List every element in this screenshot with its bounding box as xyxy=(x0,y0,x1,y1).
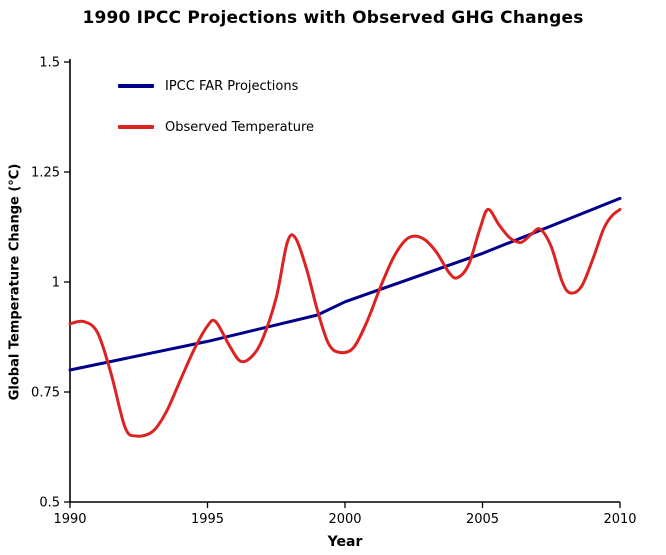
series-line-observed-temperature xyxy=(68,207,622,438)
legend-line-swatch-red xyxy=(118,125,154,129)
x-tick-label: 2005 xyxy=(466,512,499,527)
x-tick-label: 2000 xyxy=(328,512,361,527)
x-axis-label: Year xyxy=(327,534,363,550)
chart-title: 1990 IPCC Projections with Observed GHG … xyxy=(82,8,584,28)
x-tick-label: 1995 xyxy=(191,512,224,527)
legend-item-ipcc-projections: IPCC FAR Projections xyxy=(118,76,314,96)
y-tick-label: 1 xyxy=(52,276,60,291)
legend-label-ipcc-projections: IPCC FAR Projections xyxy=(165,78,299,94)
series-line-ipcc-projections xyxy=(68,196,622,372)
legend-item-observed-temperature: Observed Temperature xyxy=(118,117,314,137)
y-tick-label: 0.5 xyxy=(39,496,60,511)
x-tick-label: 1990 xyxy=(53,512,86,527)
y-axis-label: Global Temperature Change (°C) xyxy=(7,163,23,401)
y-tick-label: 1.5 xyxy=(39,56,60,71)
legend-line-swatch-blue xyxy=(118,84,154,88)
y-tick-label: 1.25 xyxy=(31,166,60,181)
y-tick-label: 0.75 xyxy=(31,386,60,401)
legend: IPCC FAR Projections Observed Temperatur… xyxy=(118,76,314,158)
x-tick-label: 2010 xyxy=(603,512,636,527)
legend-label-observed-temperature: Observed Temperature xyxy=(165,119,315,135)
